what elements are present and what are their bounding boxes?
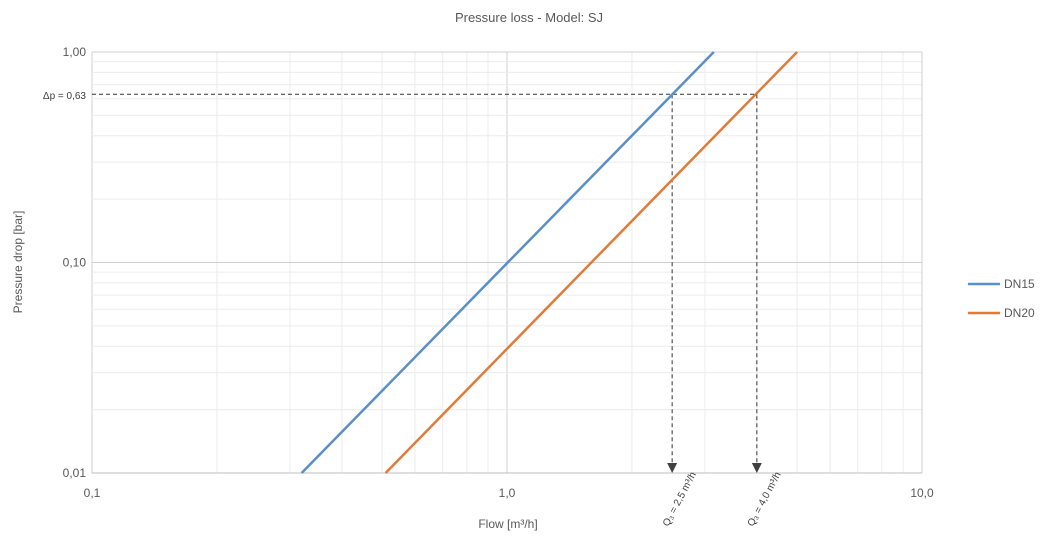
x-tick-label: 10,0 xyxy=(910,486,934,500)
flow-marker-label: Q₃ = 4,0 m³/h xyxy=(746,470,784,528)
y-tick-label: 0,01 xyxy=(63,466,87,480)
labels: Pressure loss - Model: SJ Flow [m³/h] Pr… xyxy=(11,10,603,531)
arrow-down-icon xyxy=(751,463,762,473)
x-axis-label: Flow [m³/h] xyxy=(478,517,537,531)
y-tick-label: 1,00 xyxy=(63,45,87,59)
legend: DN15 DN20 xyxy=(968,277,1035,320)
x-tick-label: 1,0 xyxy=(499,486,516,500)
tick-labels: 0,1 1,0 10,0 0,01 0,10 1,00 xyxy=(63,45,934,500)
x-tick-label: 0,1 xyxy=(84,486,101,500)
y-axis-label: Pressure drop [bar] xyxy=(11,211,25,314)
flow-marker-label: Q₃ = 2,5 m³/h xyxy=(661,470,699,528)
legend-label: DN20 xyxy=(1004,306,1035,320)
chart-title: Pressure loss - Model: SJ xyxy=(455,10,603,25)
y-tick-label: 0,10 xyxy=(63,256,87,270)
series-line-dn20 xyxy=(384,51,798,474)
arrow-down-icon xyxy=(667,463,678,473)
reference-label: Δp = 0,63 xyxy=(43,91,87,102)
series-lines xyxy=(300,51,798,474)
series-line-dn15 xyxy=(300,51,715,474)
reference-lines: Q₃ = 2,5 m³/h Q₃ = 4,0 m³/h xyxy=(92,93,784,528)
legend-label: DN15 xyxy=(1004,277,1035,291)
